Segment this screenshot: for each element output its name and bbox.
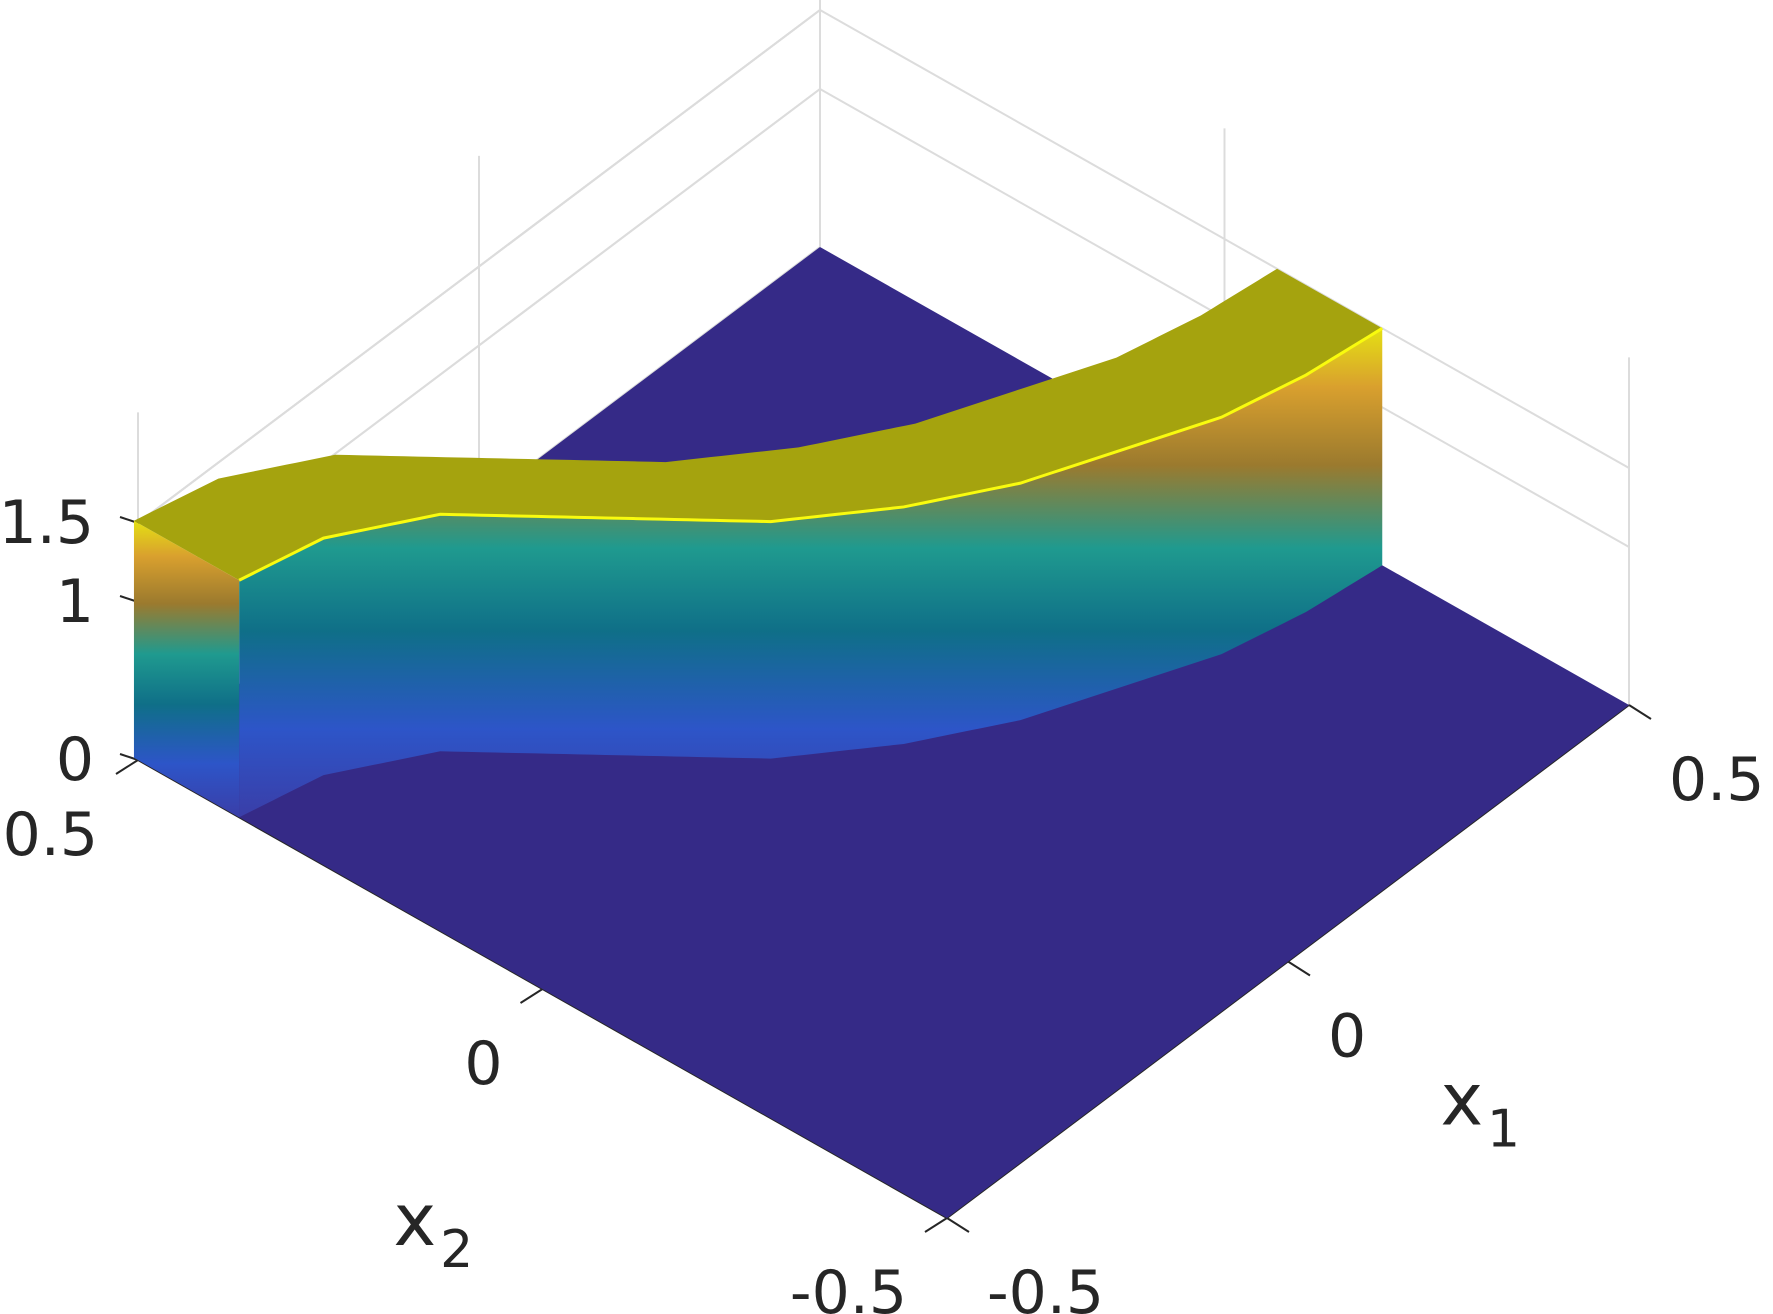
x2-tick (115, 759, 139, 775)
x1-tick (1287, 960, 1311, 977)
x1-tick (1628, 704, 1652, 720)
x2-tick (519, 988, 544, 1004)
z-tick-label: 0 (56, 725, 94, 795)
x2-tick-label: 0 (464, 1029, 502, 1099)
x2-tick (924, 1217, 948, 1233)
x1-tick (946, 1217, 970, 1233)
grid-line-z (137, 9, 821, 524)
ridge-end-cap (133, 520, 240, 818)
x2-axis-title: x2 (394, 1178, 474, 1280)
z-tick-label: 1 (56, 567, 94, 637)
surface (133, 247, 1629, 1218)
x1-tick-label: 0.5 (1669, 745, 1764, 815)
x2-tick-label: 0.5 (3, 800, 98, 870)
x1-tick-label: -0.5 (987, 1258, 1104, 1314)
z-tick (119, 753, 139, 761)
ridge-front-face (239, 328, 1383, 818)
x1-tick-label: 0 (1328, 1002, 1366, 1072)
x2-tick-label: -0.5 (790, 1258, 907, 1314)
ridge-highlight (238, 327, 1384, 582)
ridge-top-face (133, 268, 1383, 581)
x1-axis-title: x1 (1440, 1058, 1520, 1160)
z-tick-label: 1.5 (0, 488, 94, 558)
